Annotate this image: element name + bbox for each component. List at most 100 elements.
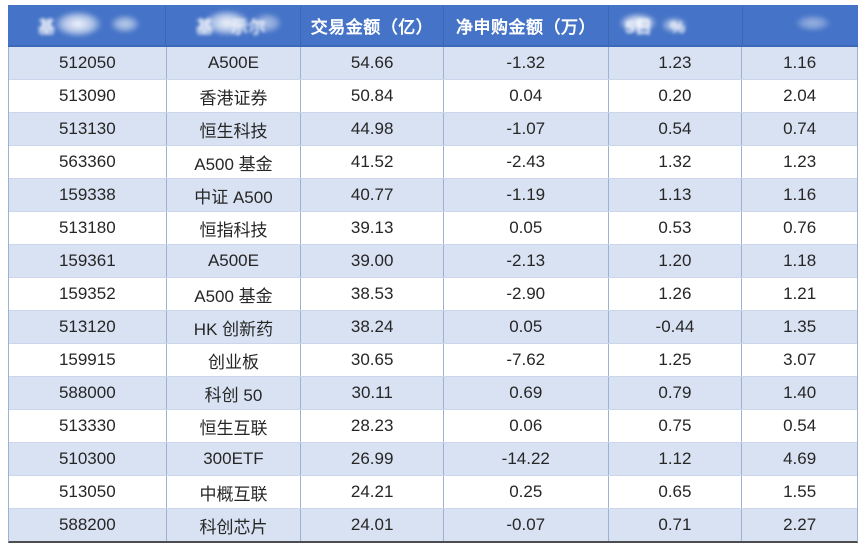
table-row: 588000 科创 50 30.11 0.69 0.79 1.40 [9,377,857,410]
cell-col6-value: 3.07 [741,344,857,376]
cell-col5-value: 0.65 [607,476,742,508]
cell-fund-code: 159352 [58,284,116,303]
cell-fund-code: 510300 [58,449,116,468]
redaction-smudge [54,11,102,37]
cell-fund-code: 512050 [58,53,116,72]
cell-fund-name: A500 基金 [165,278,301,310]
cell-col5-value: 0.20 [607,80,742,112]
cell-trade-amount: 40.77 [300,179,443,211]
table-row: 513090 香港证券 50.84 0.04 0.20 2.04 [9,80,857,113]
cell-trade-amount: 50.84 [300,80,443,112]
cell-fund-name: 中概互联 [165,476,301,508]
cell-col6-value: 0.74 [741,113,857,145]
cell-net-subscription: 0.05 [442,311,608,343]
cell-fund-name: 300ETF [165,443,301,475]
cell-fund-name: 恒生互联 [165,410,301,442]
cell-trade-amount: 54.66 [300,47,443,79]
cell-col6-value: 0.76 [741,212,857,244]
redaction-smudge [110,15,140,33]
table-row: 513120 HK 创新药 38.24 0.05 -0.44 1.35 [9,311,857,344]
cell-fund-name: A500E [165,245,301,277]
table-row: 159915 创业板 30.65 -7.62 1.25 3.07 [9,344,857,377]
cell-fund-name: HK 创新药 [165,311,301,343]
cell-fund-code: 513330 [58,416,116,435]
table-row: 513050 中概互联 24.21 0.25 0.65 1.55 [9,476,857,509]
header-fund-name: 基 示尔 [165,5,300,45]
cell-col6-value: 1.35 [741,311,857,343]
cell-trade-amount: 39.00 [300,245,443,277]
table-body: 512050 A500E 54.66 -1.32 1.23 1.16 51309… [8,47,858,543]
cell-trade-amount: 30.65 [300,344,443,376]
cell-fund-code: 159361 [58,251,116,270]
etf-volume-table: 基 基 示尔 交易金额（亿） 净申购金额（万） 5日 % 512050 A500… [8,5,858,543]
header-fund-code-label: 基 [38,17,56,37]
cell-trade-amount: 30.11 [300,377,443,409]
cell-col5-value: 1.12 [607,443,742,475]
header-net-subscription-label: 净申购金额（万） [456,17,596,37]
cell-trade-amount: 26.99 [300,443,443,475]
table-row: 159361 A500E 39.00 -2.13 1.20 1.18 [9,245,857,278]
cell-col6-value: 1.55 [741,476,857,508]
cell-net-subscription: -2.90 [442,278,608,310]
cell-col6-value: 1.16 [741,179,857,211]
cell-col5-value: 0.53 [607,212,742,244]
cell-fund-code: 513130 [58,119,116,138]
header-col5: 5日 % [608,5,742,45]
cell-fund-code: 513120 [58,317,116,336]
cell-col5-value: 1.20 [607,245,742,277]
cell-fund-code: 513050 [58,482,116,501]
table-row: 159352 A500 基金 38.53 -2.90 1.26 1.21 [9,278,857,311]
cell-trade-amount: 39.13 [300,212,443,244]
cell-net-subscription: -0.07 [442,509,608,541]
cell-net-subscription: -1.19 [442,179,608,211]
table-row: 159338 中证 A500 40.77 -1.19 1.13 1.16 [9,179,857,212]
cell-net-subscription: -2.43 [442,146,608,178]
header-net-subscription: 净申购金额（万） [443,5,608,45]
cell-trade-amount: 28.23 [300,410,443,442]
cell-col5-value: 1.25 [607,344,742,376]
table-row: 513330 恒生互联 28.23 0.06 0.75 0.54 [9,410,857,443]
redaction-smudge [795,15,831,31]
cell-net-subscription: -14.22 [442,443,608,475]
cell-trade-amount: 24.01 [300,509,443,541]
cell-fund-code: 159338 [58,185,116,204]
cell-col5-value: -0.44 [607,311,742,343]
table-header-row: 基 基 示尔 交易金额（亿） 净申购金额（万） 5日 % [8,5,858,47]
cell-fund-code: 588200 [58,515,116,534]
cell-col6-value: 4.69 [741,443,857,475]
header-fund-name-label: 基 示尔 [196,17,266,37]
cell-fund-name: 科创 50 [165,377,301,409]
cell-col6-value: 0.54 [741,410,857,442]
cell-net-subscription: 0.04 [442,80,608,112]
cell-fund-name: 中证 A500 [165,179,301,211]
cell-trade-amount: 38.24 [300,311,443,343]
cell-net-subscription: 0.69 [442,377,608,409]
cell-fund-name: A500 基金 [165,146,301,178]
cell-fund-name: 香港证券 [165,80,301,112]
cell-net-subscription: -1.32 [442,47,608,79]
cell-col6-value: 1.18 [741,245,857,277]
cell-net-subscription: 0.06 [442,410,608,442]
cell-fund-code: 513090 [58,86,116,105]
cell-net-subscription: -2.13 [442,245,608,277]
cell-col5-value: 0.75 [607,410,742,442]
cell-trade-amount: 41.52 [300,146,443,178]
header-col6 [742,5,858,45]
cell-net-subscription: 0.25 [442,476,608,508]
header-trade-amount: 交易金额（亿） [300,5,443,45]
table-row: 588200 科创芯片 24.01 -0.07 0.71 2.27 [9,509,857,541]
cell-fund-name: 恒指科技 [165,212,301,244]
cell-col5-value: 1.26 [607,278,742,310]
cell-fund-name: A500E [165,47,301,79]
table-row: 513180 恒指科技 39.13 0.05 0.53 0.76 [9,212,857,245]
cell-trade-amount: 38.53 [300,278,443,310]
cell-col6-value: 1.23 [741,146,857,178]
cell-trade-amount: 44.98 [300,113,443,145]
table-row: 510300 300ETF 26.99 -14.22 1.12 4.69 [9,443,857,476]
cell-fund-name: 恒生科技 [165,113,301,145]
cell-col5-value: 1.32 [607,146,742,178]
cell-fund-code: 588000 [58,383,116,402]
cell-col5-value: 0.54 [607,113,742,145]
cell-fund-name: 科创芯片 [165,509,301,541]
header-fund-code: 基 [8,5,165,45]
